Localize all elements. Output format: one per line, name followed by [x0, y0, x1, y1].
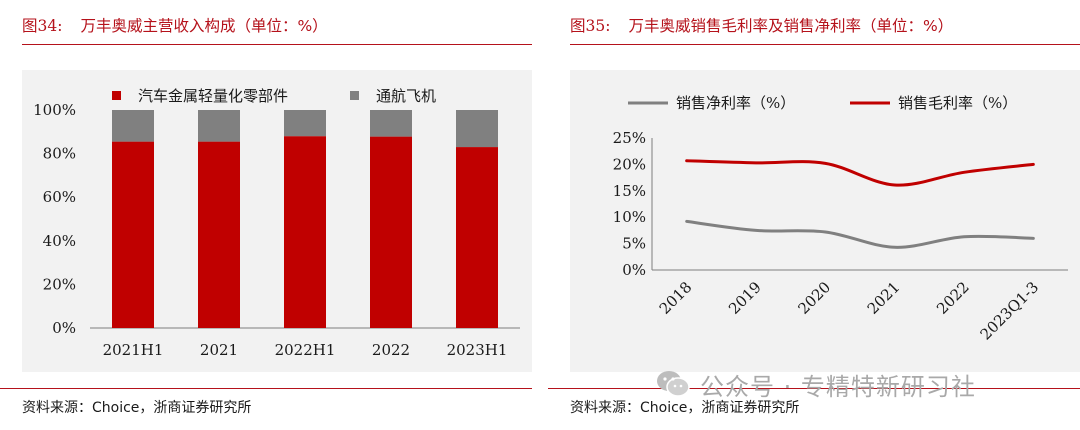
- left-figure-number: 图34:: [22, 17, 63, 35]
- y-tick-label: 0%: [52, 319, 76, 337]
- bar-segment-auto-parts: [284, 136, 326, 328]
- x-tick-label: 2022: [933, 278, 973, 318]
- right-figure: 图35: 万丰奥威销售毛利率及销售净利率（单位：%） 0% 5% 10% 15% 20% 2…: [548, 0, 1080, 430]
- y-tick-label: 40%: [43, 232, 76, 250]
- watermark: 公众号 · 专精特新研习社: [656, 366, 976, 402]
- bar-segment-aircraft: [284, 110, 326, 137]
- x-tick-label: 2019: [725, 278, 765, 318]
- legend-label-gross-margin: 销售毛利率（%）: [898, 94, 1017, 112]
- y-tick-label: 100%: [33, 101, 76, 119]
- left-figure-title-text: 万丰奥威主营收入构成（单位：%）: [80, 17, 328, 35]
- bar-segment-auto-parts: [370, 136, 412, 328]
- watermark-text: 公众号 · 专精特新研习社: [700, 372, 976, 401]
- right-footer-rule: [548, 388, 1080, 389]
- left-figure: 图34: 万丰奥威主营收入构成（单位：%） 0% 20% 40% 60% 80% 100% 2…: [0, 0, 532, 430]
- line-gross-margin: [685, 159, 1035, 187]
- right-figure-number: 图35:: [570, 17, 611, 35]
- x-tick-label: 2022H1: [275, 341, 336, 359]
- right-source-note: 资料来源：Choice，浙商证券研究所: [570, 400, 800, 416]
- y-tick-label: 15%: [613, 182, 646, 200]
- left-footer-rule: [0, 388, 532, 389]
- bar-segment-aircraft: [456, 110, 498, 148]
- bar-segment-auto-parts: [198, 141, 240, 328]
- x-tick-label: 2021H1: [103, 341, 164, 359]
- y-tick-label: 0%: [622, 261, 646, 279]
- y-tick-label: 60%: [43, 188, 76, 206]
- y-tick-label: 10%: [613, 208, 646, 226]
- right-figure-title: 图35: 万丰奥威销售毛利率及销售净利率（单位：%）: [570, 14, 953, 36]
- line-net-margin: [685, 219, 1035, 249]
- y-tick-label: 5%: [622, 235, 646, 253]
- stacked-bar-chart: 0% 20% 40% 60% 80% 100% 2021H1 2021 2022H1 2022 20…: [33, 87, 520, 359]
- x-tick-label: 2023Q1-3: [977, 278, 1043, 344]
- wechat-icon: [657, 371, 690, 397]
- x-tick-label: 2020: [794, 278, 834, 318]
- y-tick-label: 20%: [43, 275, 76, 293]
- x-tick-label: 2021: [864, 278, 904, 318]
- left-chart-area: [22, 70, 532, 372]
- y-tick-label: 25%: [613, 129, 646, 147]
- x-tick-label: 2018: [656, 278, 696, 318]
- legend-label-aircraft: 通航飞机: [376, 87, 436, 105]
- y-tick-label: 20%: [613, 155, 646, 173]
- x-tick-label: 2022: [372, 341, 410, 359]
- right-chart-area: [570, 70, 1080, 372]
- bar-segment-aircraft: [198, 110, 240, 142]
- right-title-rule: [570, 44, 1080, 45]
- legend-swatch-aircraft: [350, 91, 359, 100]
- x-tick-label: 2023H1: [447, 341, 508, 359]
- bar-segment-auto-parts: [456, 147, 498, 328]
- bar-segment-auto-parts: [112, 141, 154, 328]
- legend-label-net-margin: 销售净利率（%）: [676, 94, 795, 112]
- bar-segment-aircraft: [370, 110, 412, 137]
- left-source-note: 资料来源：Choice，浙商证券研究所: [22, 400, 252, 416]
- legend-label-auto-parts: 汽车金属轻量化零部件: [138, 87, 288, 105]
- bar-segment-aircraft: [112, 110, 154, 142]
- left-figure-title: 图34: 万丰奥威主营收入构成（单位：%）: [22, 14, 328, 36]
- line-chart: 0% 5% 10% 15% 20% 25% 2018 2019 2020 2021 2022 2023…: [613, 94, 1068, 344]
- y-tick-label: 80%: [43, 145, 76, 163]
- x-tick-label: 2021: [200, 341, 238, 359]
- legend-swatch-auto-parts: [112, 91, 121, 100]
- left-title-rule: [22, 44, 532, 45]
- right-figure-title-text: 万丰奥威销售毛利率及销售净利率（单位：%）: [628, 17, 954, 35]
